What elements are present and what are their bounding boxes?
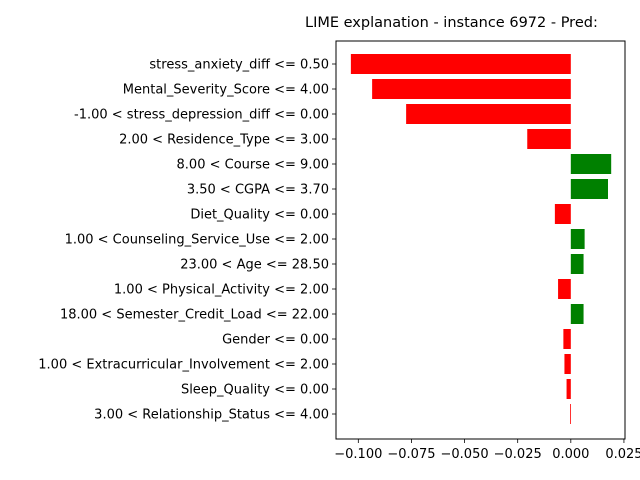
bar-0: [350, 54, 571, 74]
category-label: Sleep_Quality <= 0.00: [181, 383, 329, 398]
category-label: stress_anxiety_diff <= 0.50: [149, 58, 329, 73]
bar-5: [570, 179, 608, 199]
bar-10: [570, 304, 584, 324]
bar-8: [570, 254, 584, 274]
category-label: 3.00 < Relationship_Status <= 4.00: [94, 408, 329, 423]
bar-6: [554, 204, 571, 224]
bar-group: [350, 54, 612, 424]
bar-2: [406, 104, 571, 124]
bar-4: [570, 154, 612, 174]
category-label: 18.00 < Semester_Credit_Load <= 22.00: [60, 308, 329, 323]
category-label: Diet_Quality <= 0.00: [190, 208, 329, 223]
category-label: -1.00 < stress_depression_diff <= 0.00: [74, 108, 329, 123]
bar-13: [566, 379, 571, 399]
category-label: Mental_Severity_Score <= 4.00: [123, 83, 329, 98]
x-tick-label: −0.075: [387, 447, 435, 462]
bar-7: [570, 229, 585, 249]
category-label: 2.00 < Residence_Type <= 3.00: [119, 133, 329, 148]
bar-3: [527, 129, 571, 149]
category-label: 8.00 < Course <= 9.00: [177, 158, 329, 173]
chart-title: LIME explanation - instance 6972 - Pred:: [305, 15, 598, 31]
category-label: 1.00 < Extracurricular_Involvement <= 2.…: [38, 358, 329, 373]
category-label: Gender <= 0.00: [222, 333, 329, 348]
x-tick-label: 0.000: [552, 447, 589, 462]
bar-1: [372, 79, 571, 99]
x-tick-label: −0.100: [334, 447, 382, 462]
category-label: 1.00 < Physical_Activity <= 2.00: [114, 283, 329, 298]
bar-9: [558, 279, 571, 299]
bar-14: [570, 404, 571, 424]
x-tick-label: −0.025: [494, 447, 542, 462]
category-label: 3.50 < CGPA <= 3.70: [187, 183, 329, 198]
x-tick-label: 0.025: [605, 447, 640, 462]
x-tick-label: −0.050: [441, 447, 489, 462]
axes-frame: [335, 40, 626, 440]
category-label: 23.00 < Age <= 28.50: [180, 258, 329, 273]
category-label: 1.00 < Counseling_Service_Use <= 2.00: [65, 233, 329, 248]
bar-12: [564, 354, 571, 374]
x-axis-ticks: −0.100 −0.075 −0.050 −0.025 0.000 0.025: [334, 439, 640, 462]
category-labels: stress_anxiety_diff <= 0.50 Mental_Severi…: [38, 58, 336, 423]
bar-11: [563, 329, 571, 349]
